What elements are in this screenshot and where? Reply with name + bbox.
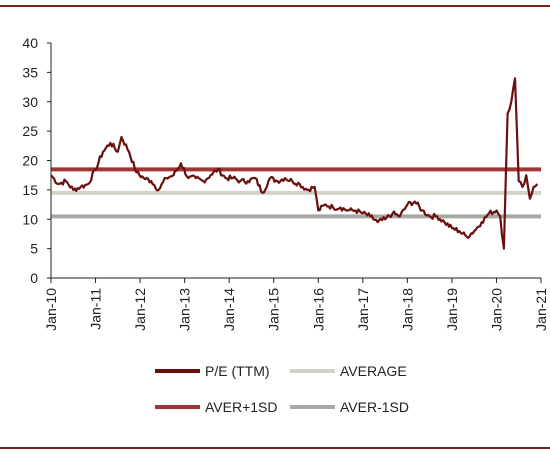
y-tick-label: 10	[22, 211, 38, 227]
y-tick-label: 25	[22, 123, 38, 139]
legend-label-aver-1sd: AVER+1SD	[205, 399, 278, 415]
x-tick-label: Jan-18	[399, 288, 415, 331]
y-tick-label: 15	[22, 182, 38, 198]
y-tick-label: 20	[22, 153, 38, 169]
x-tick-label: Jan-12	[132, 288, 148, 331]
x-tick-label: Jan-13	[177, 288, 193, 331]
y-tick-label: 30	[22, 94, 38, 110]
legend-label-p-e-ttm: P/E (TTM)	[205, 363, 270, 379]
y-tick-label: 5	[30, 241, 38, 257]
y-tick-label: 0	[30, 270, 38, 286]
y-tick-label: 40	[22, 35, 38, 51]
x-tick-label: Jan-19	[444, 288, 460, 331]
top-rule	[0, 5, 550, 7]
x-tick-label: Jan-14	[221, 288, 237, 331]
x-tick-label: Jan-10	[43, 288, 59, 331]
x-tick-label: Jan-11	[88, 288, 104, 330]
bottom-rule	[0, 447, 550, 449]
legend-label-aver-1sd: AVER-1SD	[340, 399, 409, 415]
x-tick-label: Jan-16	[310, 288, 326, 331]
series-pe-ttm-line	[50, 77, 539, 250]
x-tick-label: Jan-20	[488, 288, 504, 331]
x-tick-label: Jan-17	[355, 288, 371, 331]
legend-label-average: AVERAGE	[340, 363, 407, 379]
x-tick-label: Jan-21	[533, 288, 549, 331]
x-tick-label: Jan-15	[266, 288, 282, 331]
y-tick-label: 35	[22, 64, 38, 80]
